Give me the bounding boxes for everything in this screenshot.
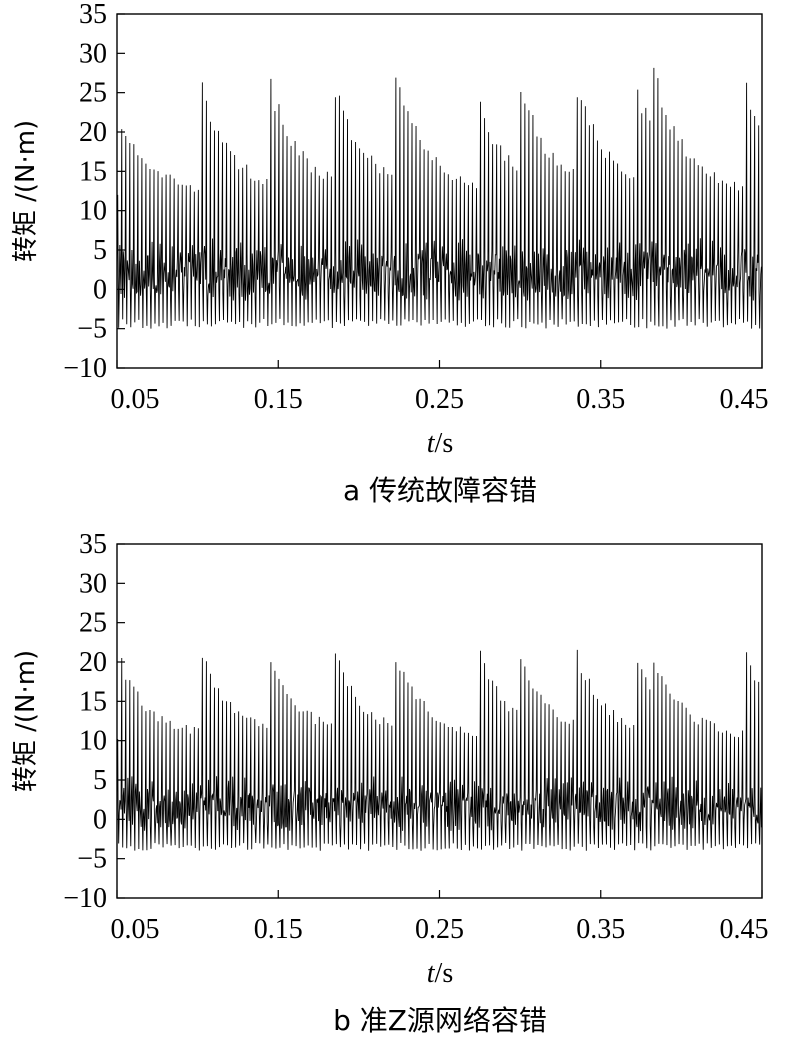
y-tick-label: 15 (79, 686, 107, 717)
torque-trace (116, 67, 762, 329)
panel-caption: b 准Z源网络容错 (333, 1004, 547, 1037)
chart-panel-a: 35 30 25 20 15 10 5 0 −5 −10 0.05 0.15 0.25 0.35 0.45… (11, 0, 769, 507)
y-tick-label: 0 (93, 804, 107, 835)
x-tick-label: 0.15 (254, 914, 303, 945)
x-tick-label: 0.25 (415, 914, 464, 945)
panel-caption: a 传统故障容错 (343, 474, 537, 507)
y-tick-label: −10 (63, 353, 107, 384)
x-tick-label: 0.05 (111, 914, 160, 945)
y-axis-label: 转矩 /(N·m) (11, 650, 41, 792)
y-tick-label: 5 (93, 765, 107, 796)
y-tick-label: 10 (79, 726, 107, 757)
y-tick-label: −10 (63, 883, 107, 914)
y-axis-label: 转矩 /(N·m) (11, 120, 41, 262)
x-tick-label: 0.35 (576, 384, 625, 415)
y-tick-labels: 35 30 25 20 15 10 5 0 −5 −10 (63, 529, 125, 914)
x-tick-labels: 0.05 0.15 0.25 0.35 0.45 (111, 890, 769, 945)
y-tick-label: −5 (77, 314, 107, 345)
x-tick-label: 0.25 (415, 384, 464, 415)
y-tick-label: 25 (79, 608, 107, 639)
y-tick-label: 0 (93, 274, 107, 305)
x-axis-variable: t (427, 958, 436, 989)
y-tick-label: 35 (79, 529, 107, 560)
y-tick-label: 35 (79, 0, 107, 30)
x-axis-variable: t (427, 428, 436, 459)
y-tick-label: 30 (79, 568, 107, 599)
x-axis-unit: /s (435, 428, 454, 459)
y-tick-label: 15 (79, 156, 107, 187)
x-axis-unit: /s (435, 958, 454, 989)
chart-panel-b: 35 30 25 20 15 10 5 0 −5 −10 0.05 0.15 0.25 0.35 0.45… (11, 529, 769, 1037)
x-tick-label: 0.15 (254, 384, 303, 415)
y-tick-label: 10 (79, 196, 107, 227)
y-tick-label: 20 (79, 117, 107, 148)
x-tick-label: 0.45 (720, 384, 769, 415)
torque-trace (116, 649, 762, 851)
y-tick-label: 20 (79, 647, 107, 678)
x-tick-label: 0.05 (111, 384, 160, 415)
x-tick-label: 0.45 (720, 914, 769, 945)
x-axis-label: t/s (427, 958, 453, 989)
x-tick-labels: 0.05 0.15 0.25 0.35 0.45 (111, 360, 769, 415)
y-tick-label: 5 (93, 235, 107, 266)
y-tick-labels: 35 30 25 20 15 10 5 0 −5 −10 (63, 0, 125, 384)
y-tick-label: −5 (77, 844, 107, 875)
plot-frame (116, 543, 763, 899)
x-tick-label: 0.35 (576, 914, 625, 945)
y-tick-label: 30 (79, 38, 107, 69)
x-axis-label: t/s (427, 428, 453, 459)
y-tick-label: 25 (79, 78, 107, 109)
